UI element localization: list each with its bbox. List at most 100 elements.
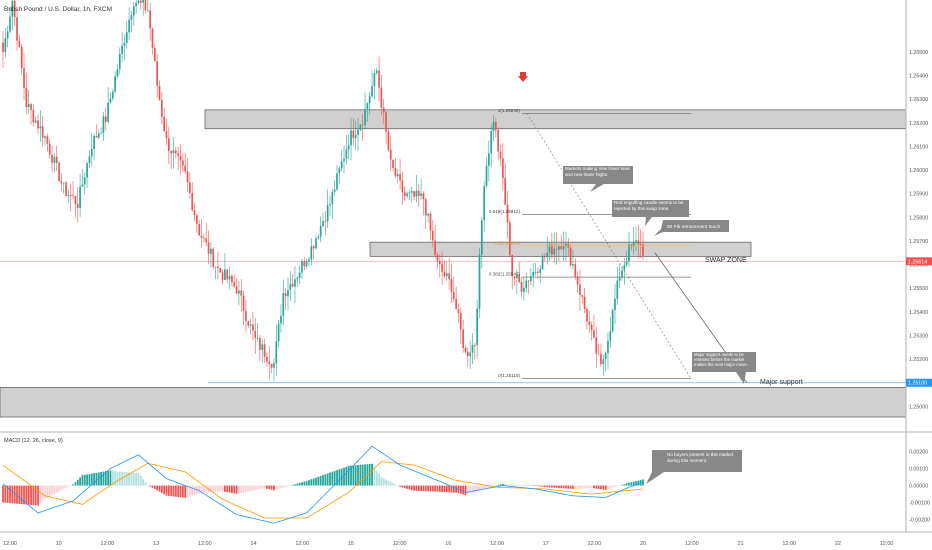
candle[interactable] — [350, 118, 352, 161]
candle[interactable] — [408, 189, 411, 201]
drawing-layer[interactable]: SWAP ZONE Major support Markets making n… — [4, 166, 803, 484]
candle[interactable] — [621, 266, 623, 281]
candle[interactable] — [301, 258, 303, 279]
candle[interactable] — [242, 290, 245, 326]
candle[interactable] — [69, 183, 72, 212]
candle[interactable] — [471, 332, 474, 365]
candle[interactable] — [60, 173, 63, 191]
candle[interactable] — [417, 183, 420, 207]
candle[interactable] — [359, 124, 362, 132]
candle[interactable] — [403, 186, 406, 201]
candle[interactable] — [282, 279, 285, 325]
candle[interactable] — [593, 314, 595, 339]
candle[interactable] — [490, 124, 493, 167]
candle[interactable] — [509, 219, 511, 258]
candle[interactable] — [450, 263, 453, 304]
candle[interactable] — [67, 189, 70, 203]
candle[interactable] — [128, 7, 130, 40]
candle[interactable] — [345, 134, 348, 165]
candle[interactable] — [263, 338, 266, 364]
candle[interactable] — [312, 244, 315, 260]
candle[interactable] — [238, 281, 240, 306]
candle[interactable] — [214, 266, 217, 280]
candle[interactable] — [632, 227, 635, 255]
candle[interactable] — [210, 242, 212, 268]
candle[interactable] — [373, 69, 376, 100]
candle[interactable] — [413, 191, 415, 201]
candle[interactable] — [511, 254, 514, 290]
candle[interactable] — [539, 265, 542, 284]
candle[interactable] — [310, 238, 313, 266]
candle[interactable] — [322, 212, 324, 228]
candle[interactable] — [366, 102, 369, 122]
candle[interactable] — [602, 354, 605, 376]
candle[interactable] — [13, 0, 16, 26]
candle[interactable] — [581, 294, 584, 304]
candle[interactable] — [23, 52, 25, 101]
candle[interactable] — [298, 265, 301, 285]
candle[interactable] — [200, 219, 203, 249]
candle[interactable] — [198, 220, 201, 236]
candle[interactable] — [455, 286, 457, 310]
candle[interactable] — [58, 161, 60, 182]
candle[interactable] — [495, 117, 497, 138]
candle[interactable] — [431, 220, 434, 248]
candle[interactable] — [343, 145, 345, 174]
candle[interactable] — [541, 254, 544, 270]
candle[interactable] — [163, 107, 166, 132]
candle[interactable] — [153, 43, 156, 62]
candle[interactable] — [520, 276, 523, 297]
candle[interactable] — [287, 277, 289, 310]
candle[interactable] — [336, 165, 338, 191]
macd-signal-line[interactable] — [2, 461, 644, 519]
candle[interactable] — [72, 180, 74, 199]
candle[interactable] — [156, 53, 159, 98]
candle[interactable] — [525, 272, 528, 293]
candle[interactable] — [579, 269, 581, 311]
price-pane[interactable]: 1(1.26240) 0.618(1.25812) 0.5(1.25679) 0.38… — [0, 0, 907, 418]
candle[interactable] — [41, 116, 44, 147]
candle[interactable] — [16, 8, 18, 51]
candle[interactable] — [280, 304, 282, 333]
candle[interactable] — [600, 343, 602, 367]
candle[interactable] — [205, 222, 208, 247]
candle[interactable] — [555, 232, 558, 265]
candle[interactable] — [20, 44, 23, 75]
candle[interactable] — [427, 212, 429, 223]
candle[interactable] — [123, 34, 126, 61]
macd-line[interactable] — [2, 445, 644, 524]
candle[interactable] — [569, 244, 572, 268]
candle[interactable] — [382, 98, 385, 124]
candle[interactable] — [480, 217, 483, 269]
candle[interactable] — [315, 235, 317, 250]
candle[interactable] — [588, 310, 591, 334]
candle[interactable] — [266, 352, 268, 367]
candle[interactable] — [235, 278, 238, 295]
candle[interactable] — [184, 152, 187, 175]
candle[interactable] — [438, 254, 441, 278]
candle[interactable] — [191, 182, 194, 212]
candle[interactable] — [354, 120, 357, 151]
candle[interactable] — [441, 251, 443, 285]
candle[interactable] — [254, 318, 257, 354]
candle[interactable] — [415, 175, 418, 203]
candle[interactable] — [207, 230, 210, 265]
candle[interactable] — [104, 107, 107, 131]
candle[interactable] — [224, 252, 226, 281]
candle[interactable] — [95, 124, 98, 138]
candle[interactable] — [179, 144, 182, 175]
candle[interactable] — [466, 346, 469, 367]
candle[interactable] — [590, 321, 593, 341]
candle[interactable] — [273, 358, 275, 382]
candle[interactable] — [18, 34, 21, 49]
candle[interactable] — [424, 197, 427, 230]
candle[interactable] — [436, 252, 439, 270]
candle[interactable] — [46, 133, 49, 152]
candle[interactable] — [76, 187, 79, 222]
candle[interactable] — [212, 247, 215, 270]
candle[interactable] — [324, 211, 327, 236]
candle[interactable] — [352, 118, 355, 145]
candle[interactable] — [576, 271, 579, 294]
candle[interactable] — [583, 287, 586, 314]
candle[interactable] — [611, 308, 614, 333]
